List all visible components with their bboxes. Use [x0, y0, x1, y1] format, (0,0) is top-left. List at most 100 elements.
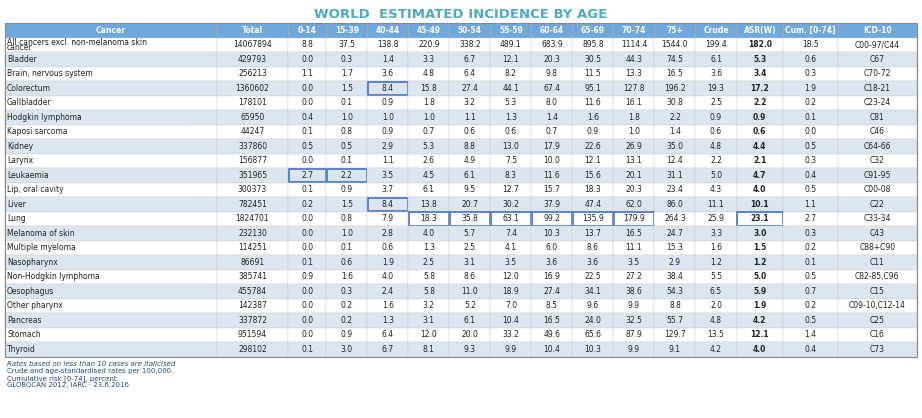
Text: 18.9: 18.9	[502, 287, 519, 296]
Text: 1360602: 1360602	[235, 84, 269, 93]
Bar	[367, 298, 408, 313]
Bar	[491, 197, 531, 212]
Bar	[5, 298, 217, 313]
Bar	[326, 197, 367, 212]
Text: 1.1: 1.1	[804, 200, 816, 209]
Bar	[655, 183, 695, 197]
Bar	[491, 284, 531, 298]
Text: 8.2: 8.2	[505, 69, 517, 78]
Text: 178101: 178101	[238, 98, 266, 107]
Text: 4.0: 4.0	[753, 185, 766, 194]
Bar	[737, 183, 783, 197]
Text: 0.2: 0.2	[804, 98, 816, 107]
Text: 0.6: 0.6	[710, 127, 722, 136]
Bar	[288, 66, 326, 81]
Bar	[326, 226, 367, 240]
Text: 44247: 44247	[241, 127, 265, 136]
Text: 13.8: 13.8	[420, 200, 437, 209]
Text: 65.6: 65.6	[585, 330, 601, 339]
Text: 6.7: 6.7	[464, 55, 476, 64]
Bar	[783, 240, 838, 255]
Text: 2.1: 2.1	[753, 156, 766, 165]
Text: Thyroid: Thyroid	[7, 345, 36, 354]
Text: 10.3: 10.3	[585, 345, 601, 354]
Text: 5.3: 5.3	[753, 55, 766, 64]
Text: Nasopharynx: Nasopharynx	[7, 258, 58, 267]
Bar	[695, 52, 737, 66]
Bar	[326, 110, 367, 125]
Text: Multiple myeloma: Multiple myeloma	[7, 243, 76, 252]
Text: Colorectum: Colorectum	[7, 84, 51, 93]
Text: 1.9: 1.9	[804, 84, 816, 93]
Bar	[288, 212, 326, 226]
Bar	[367, 66, 408, 81]
Text: 6.4: 6.4	[382, 330, 394, 339]
Text: 0.7: 0.7	[546, 127, 558, 136]
Bar	[288, 255, 326, 270]
Bar	[408, 240, 449, 255]
Text: 0.9: 0.9	[301, 272, 313, 281]
Text: 9.9: 9.9	[628, 301, 640, 310]
Text: 10.1: 10.1	[751, 200, 769, 209]
Bar	[531, 270, 573, 284]
Bar	[449, 327, 491, 342]
Text: 8.4: 8.4	[382, 84, 394, 93]
Text: 5.3: 5.3	[423, 142, 435, 151]
Bar	[783, 139, 838, 153]
Text: 0.4: 0.4	[804, 171, 816, 180]
Bar	[5, 183, 217, 197]
Text: 0.3: 0.3	[804, 156, 816, 165]
Text: 0.8: 0.8	[341, 214, 353, 223]
Bar	[573, 139, 613, 153]
Bar	[737, 212, 783, 226]
Bar	[408, 125, 449, 139]
Bar	[491, 168, 531, 183]
Text: 9.8: 9.8	[546, 69, 558, 78]
Text: 34.1: 34.1	[585, 287, 601, 296]
Bar	[367, 284, 408, 298]
Text: 0.3: 0.3	[341, 287, 353, 296]
Bar	[449, 313, 491, 327]
Text: 2.2: 2.2	[669, 113, 681, 122]
Text: 11.0: 11.0	[462, 287, 479, 296]
Text: 13.1: 13.1	[626, 156, 643, 165]
Text: 0.0: 0.0	[301, 98, 313, 107]
Text: 3.4: 3.4	[753, 69, 766, 78]
Bar	[491, 153, 531, 168]
Text: 1.4: 1.4	[546, 113, 558, 122]
Bar	[614, 212, 654, 225]
Bar	[449, 168, 491, 183]
Text: 75+: 75+	[667, 26, 683, 35]
Bar	[288, 240, 326, 255]
Text: 196.2: 196.2	[664, 84, 686, 93]
Text: C00-08: C00-08	[864, 185, 891, 194]
Bar	[5, 52, 217, 66]
Bar	[531, 168, 573, 183]
Bar	[737, 66, 783, 81]
Text: Gallbladder: Gallbladder	[7, 98, 52, 107]
Text: 2.2: 2.2	[341, 171, 353, 180]
Text: 95.1: 95.1	[585, 84, 601, 93]
Bar	[613, 327, 655, 342]
Text: 0.3: 0.3	[804, 69, 816, 78]
Text: 8.6: 8.6	[464, 272, 476, 281]
Text: 5.0: 5.0	[710, 171, 722, 180]
Bar	[613, 255, 655, 270]
Text: 5.2: 5.2	[464, 301, 476, 310]
Bar	[695, 139, 737, 153]
Bar	[531, 226, 573, 240]
Bar	[531, 240, 573, 255]
Text: 4.8: 4.8	[710, 142, 722, 151]
Text: 455784: 455784	[238, 287, 267, 296]
Text: 0.7: 0.7	[804, 287, 816, 296]
Bar	[695, 255, 737, 270]
Bar	[217, 23, 288, 38]
Bar	[326, 240, 367, 255]
Bar	[491, 313, 531, 327]
Bar	[5, 212, 217, 226]
Bar	[367, 226, 408, 240]
Bar	[737, 110, 783, 125]
Bar	[655, 23, 695, 38]
Text: 60-64: 60-64	[540, 26, 564, 35]
Bar	[655, 110, 695, 125]
